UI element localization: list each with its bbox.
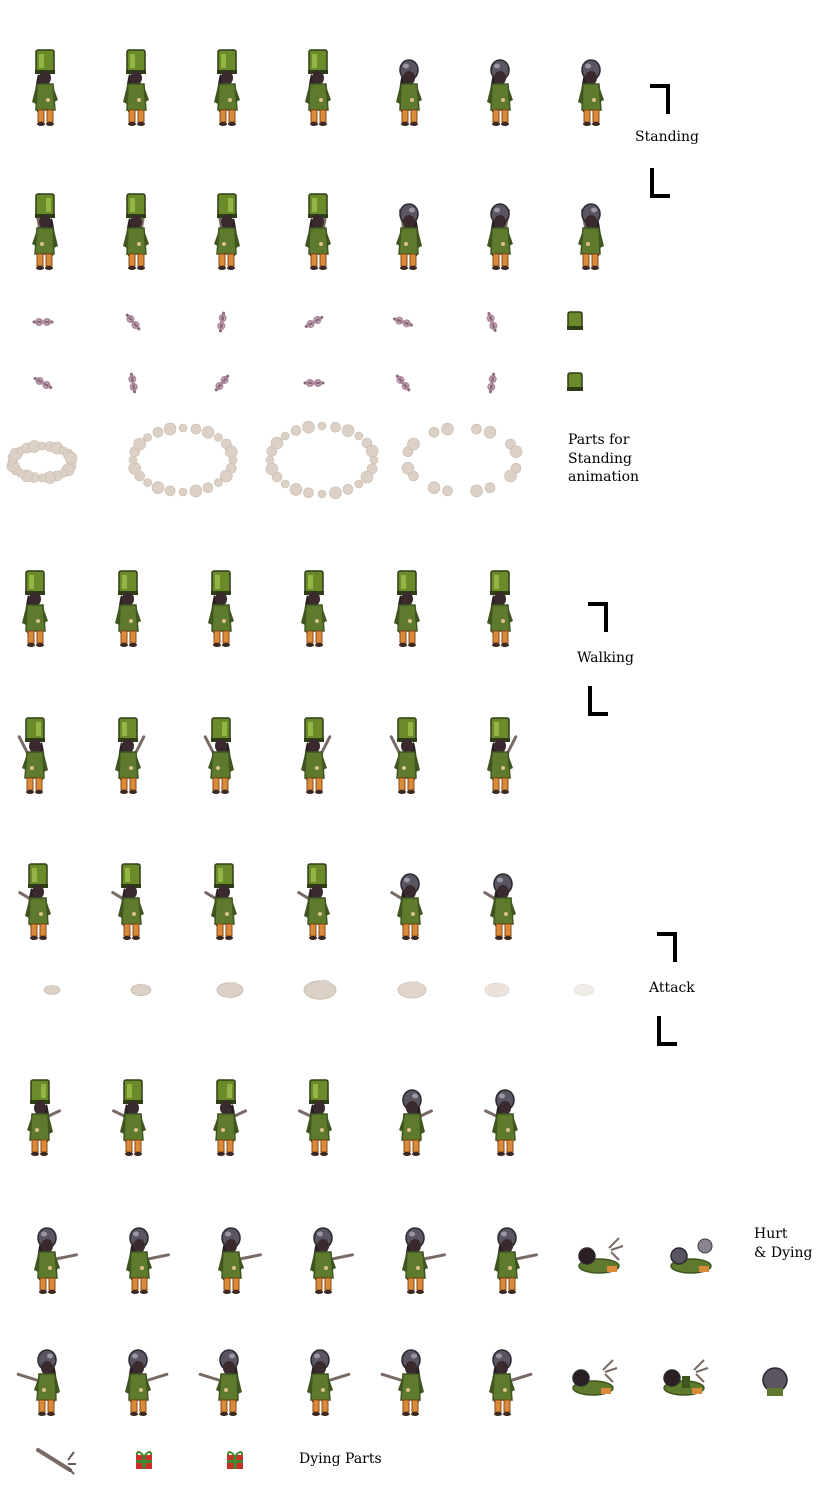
parts-standing-label-3: animation	[568, 469, 640, 485]
walking-b-frame-6	[470, 702, 530, 802]
attack-b-frame-6	[475, 1064, 535, 1164]
hurt-b-frame-6	[472, 1324, 533, 1424]
walking-b-frame-5	[377, 702, 437, 802]
walking-a-frame-6	[470, 555, 530, 655]
attack-smoke-3	[210, 968, 250, 1008]
walking-a-frame-3	[191, 555, 251, 655]
attack-b-frame-3	[196, 1064, 256, 1164]
hurt-a-frame-3	[201, 1202, 262, 1302]
attack-label: Attack	[649, 980, 695, 996]
attack-smoke-7	[564, 968, 604, 1008]
standing-part-2-4	[302, 371, 326, 395]
walking-a-frame-4	[284, 555, 344, 655]
standing-label: Standing	[635, 129, 699, 145]
standing-a-frame-5	[379, 34, 439, 134]
hurt-b-frame-2	[108, 1324, 169, 1424]
hurt-a-frame-1	[17, 1202, 78, 1302]
hurt-b-frame-1	[16, 1324, 77, 1424]
hurt-a-frame-4	[293, 1202, 354, 1302]
attack-a-frame-1	[8, 848, 68, 948]
standing-a-frame-6	[470, 34, 530, 134]
attack-b-frame-1	[10, 1064, 70, 1164]
parts-standing-label-2: Standing	[568, 451, 632, 467]
standing-part-2-2	[121, 371, 145, 395]
standing-a-frame-4	[288, 34, 348, 134]
walking-a-frame-5	[377, 555, 437, 655]
standing-part-2-1	[31, 371, 55, 395]
smoke-ring-3	[260, 416, 384, 504]
standing-b-frame-3	[197, 178, 257, 278]
hurt-b-frame-4	[290, 1324, 351, 1424]
standing-part-1-2	[121, 310, 145, 334]
hurt-b-frame-3	[198, 1324, 259, 1424]
standing-bracket-top	[650, 84, 670, 114]
walking-bracket-bottom	[588, 686, 608, 716]
standing-b-frame-4	[288, 178, 348, 278]
attack-a-frame-3	[194, 848, 254, 948]
dying-part-gift-2	[225, 1450, 245, 1472]
dying-part-sword	[33, 1440, 79, 1480]
hurt-a-frame-7	[569, 1202, 629, 1302]
attack-smoke-1	[32, 968, 72, 1008]
attack-smoke-6	[477, 968, 517, 1008]
attack-b-frame-2	[103, 1064, 163, 1164]
smoke-ring-4	[396, 418, 528, 502]
standing-part-2-5	[391, 371, 415, 395]
standing-b-frame-2	[106, 178, 166, 278]
dying-part-gift-1	[134, 1450, 154, 1472]
attack-a-frame-6	[473, 848, 533, 948]
hurt-b-frame-5	[380, 1324, 441, 1424]
standing-hat-part-1	[561, 308, 589, 336]
hurt-a-frame-6	[477, 1202, 538, 1302]
hurt-a-frame-5	[385, 1202, 446, 1302]
attack-a-frame-4	[287, 848, 347, 948]
parts-standing-label-1: Parts for	[568, 432, 630, 448]
standing-bracket-bottom	[650, 168, 670, 198]
standing-part-2-3	[210, 371, 234, 395]
dying-parts-label: Dying Parts	[299, 1451, 382, 1467]
attack-a-frame-5	[380, 848, 440, 948]
attack-b-frame-4	[289, 1064, 349, 1164]
standing-b-frame-5	[379, 178, 439, 278]
hurt-a-frame-8	[661, 1202, 721, 1302]
standing-b-frame-6	[470, 178, 530, 278]
walking-bracket-top	[588, 602, 608, 632]
attack-bracket-bottom	[657, 1016, 677, 1046]
standing-part-1-5	[391, 310, 415, 334]
standing-part-1-1	[31, 310, 55, 334]
smoke-ring-2	[123, 418, 243, 502]
walking-b-frame-1	[5, 702, 65, 802]
hurt-b-frame-8	[654, 1324, 714, 1424]
standing-a-frame-1	[15, 34, 75, 134]
walking-b-frame-3	[191, 702, 251, 802]
standing-part-1-3	[210, 310, 234, 334]
smoke-ring-1	[2, 436, 82, 488]
attack-a-frame-2	[101, 848, 161, 948]
hurt-b-frame-7	[563, 1324, 623, 1424]
standing-b-frame-7	[561, 178, 621, 278]
hurt-label-2: & Dying	[754, 1245, 813, 1261]
walking-b-frame-2	[98, 702, 158, 802]
walking-b-frame-4	[284, 702, 344, 802]
walking-a-frame-1	[5, 555, 65, 655]
standing-hat-part-2	[561, 369, 589, 397]
attack-smoke-5	[392, 968, 432, 1008]
walking-label: Walking	[577, 650, 634, 666]
hurt-label-1: Hurt	[754, 1226, 788, 1242]
standing-a-frame-2	[106, 34, 166, 134]
attack-b-frame-5	[382, 1064, 442, 1164]
attack-smoke-4	[300, 968, 340, 1008]
standing-part-2-6	[480, 371, 504, 395]
standing-part-1-4	[302, 310, 326, 334]
attack-smoke-2	[121, 968, 161, 1008]
standing-a-frame-7	[561, 34, 621, 134]
attack-bracket-top	[657, 932, 677, 962]
hurt-b-frame-9	[745, 1324, 805, 1424]
standing-part-1-6	[480, 310, 504, 334]
hurt-a-frame-2	[109, 1202, 170, 1302]
walking-a-frame-2	[98, 555, 158, 655]
standing-b-frame-1	[15, 178, 75, 278]
standing-a-frame-3	[197, 34, 257, 134]
